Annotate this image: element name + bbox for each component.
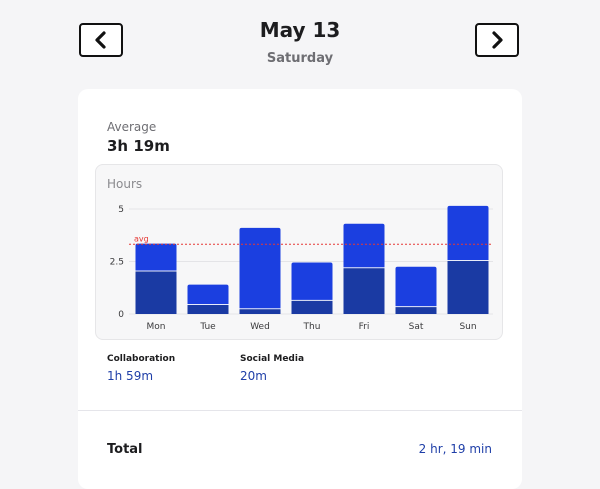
x-tick-label: Wed xyxy=(250,322,270,332)
bar-segment-top xyxy=(187,284,229,307)
legend-label-collaboration: Collaboration xyxy=(107,354,176,364)
bar-segment-bottom xyxy=(187,304,229,314)
bar-segment-top xyxy=(291,262,333,303)
x-tick-label: Fri xyxy=(359,322,370,332)
usage-bar-chart: 0 2.5 5 Mon Tue Wed Thu Fri Sat Sun avg xyxy=(110,205,493,332)
weekday-subtitle: Saturday xyxy=(266,51,334,66)
bar-segment-top xyxy=(343,223,385,270)
bar-segment-bottom xyxy=(239,308,281,314)
bar-segment-bottom xyxy=(291,300,333,314)
x-tick-label: Sun xyxy=(459,322,476,332)
average-line-label: avg xyxy=(134,234,149,243)
x-tick-label: Thu xyxy=(303,322,321,332)
legend-value-social-media: 20m xyxy=(240,369,267,383)
bar-segment-bottom xyxy=(135,270,177,314)
bar-segment-top xyxy=(395,266,437,309)
usage-card: Average 3h 19m Hours 0 2.5 5 Mon Tue Wed Thu Fr… xyxy=(78,89,522,489)
average-label: Average xyxy=(107,120,157,134)
total-value: 2 hr, 19 min xyxy=(418,442,492,456)
average-value: 3h 19m xyxy=(107,137,170,155)
y-tick-label: 2.5 xyxy=(110,258,124,268)
bar-segment-bottom xyxy=(343,267,385,314)
y-tick-label: 0 xyxy=(118,310,124,320)
legend-value-collaboration: 1h 59m xyxy=(107,369,154,383)
legend-label-social-media: Social Media xyxy=(240,354,305,364)
usage-chart: Hours 0 2.5 5 Mon Tue Wed Thu Fri Sat Sun avg xyxy=(95,164,503,340)
next-day-button[interactable] xyxy=(475,23,519,57)
date-title: May 13 xyxy=(259,18,341,42)
bar-segment-top xyxy=(239,227,281,311)
x-tick-label: Sat xyxy=(409,322,424,332)
total-label: Total xyxy=(107,442,143,457)
previous-day-button[interactable] xyxy=(79,23,123,57)
section-divider xyxy=(78,410,522,411)
bar-segment-bottom xyxy=(395,306,437,314)
legend-item-collaboration: Collaboration 1h 59m xyxy=(107,354,175,383)
bar-segment-bottom xyxy=(447,260,489,314)
x-tick-label: Mon xyxy=(147,322,166,332)
bar-segment-top xyxy=(135,243,177,273)
chevron-left-icon xyxy=(95,31,106,49)
chevron-right-icon xyxy=(492,31,503,49)
x-tick-label: Tue xyxy=(199,322,216,332)
chart-y-axis-label: Hours xyxy=(107,177,143,191)
bar-segment-top xyxy=(447,205,489,263)
legend-item-social-media: Social Media 20m xyxy=(240,354,304,383)
y-tick-label: 5 xyxy=(118,205,124,215)
